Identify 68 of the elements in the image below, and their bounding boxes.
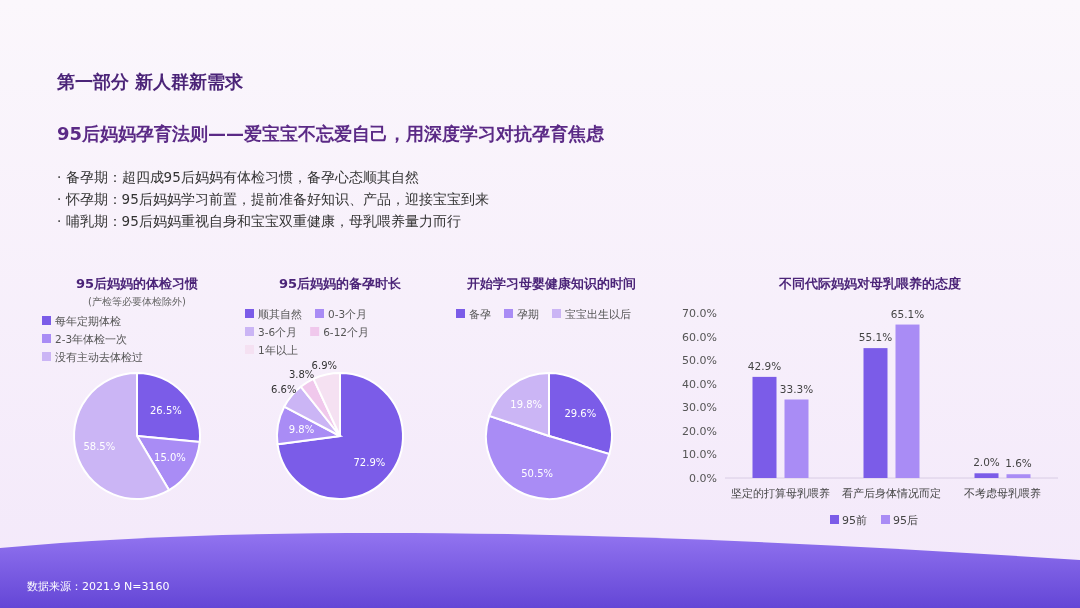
x-tick-label: 看产后身体情况而定 [842,487,941,500]
data-label: 6.6% [271,384,297,396]
legend-label: 顺其自然 [258,308,302,320]
y-tick-label: 70.0% [682,307,717,320]
legend-label: 宝宝出生以后 [565,308,631,320]
legend-item: 每年定期体检 [42,315,121,327]
data-label: 19.8% [510,399,543,411]
data-label: 50.5% [521,468,554,480]
bar [863,348,888,478]
legend-label: 0-3个月 [328,308,368,320]
data-label: 15.0% [154,451,186,463]
text: · 怀孕期：95后妈妈学习前置，提前准备好知识、产品，迎接宝宝到来 [57,191,489,207]
data-label: 65.1% [890,307,925,320]
bar [784,399,809,478]
chart-title: 不同代际妈妈对母乳喂养的态度 [778,276,961,291]
text: 第一部分 新人群新需求 [56,71,245,92]
data-label: 33.3% [779,382,814,395]
data-label: 29.6% [564,407,597,419]
y-tick-label: 0.0% [689,472,717,485]
legend-label: 95后 [893,514,918,527]
bar [974,473,999,478]
chart-subtitle: (产检等必要体检除外) [88,296,186,307]
data-label: 26.5% [150,404,182,416]
legend-item: 顺其自然 [245,308,302,320]
legend-item: 0-3个月 [315,308,368,320]
y-tick-label: 40.0% [682,377,717,391]
legend-label: 1年以上 [258,344,298,356]
y-tick-label: 20.0% [682,424,717,438]
bar [752,376,777,478]
data-label: 42.9% [747,359,782,372]
legend-label: 孕期 [517,308,539,320]
text: 95后妈妈孕育法则——爱宝宝不忘爱自己，用深度学习对抗孕育焦虑 [57,123,606,144]
chart-title: 95后妈妈的体检习惯 [75,276,199,291]
y-tick-label: 30.0% [682,401,717,415]
source-note: 数据来源：2021.9 N=3160 [27,580,170,593]
legend-label: 备孕 [469,308,491,320]
data-label: 1.6% [1005,457,1032,470]
data-label: 3.8% [288,368,315,380]
legend-item: 3-6个月 [245,326,298,338]
legend-label: 3-6个月 [258,326,298,338]
legend-label: 95前 [842,514,867,527]
legend-item: 备孕 [456,308,491,320]
legend-item: 没有主动去体检过 [42,351,143,363]
legend-label: 每年定期体检 [55,315,121,327]
data-label: 9.8% [288,424,315,436]
text: · 备孕期：超四成95后妈妈有体检习惯，备孕心态顺其自然 [57,169,419,185]
legend-item: 孕期 [504,308,539,320]
data-label: 58.5% [83,441,116,453]
legend-item: 2-3年体检一次 [42,333,128,345]
legend-label: 2-3年体检一次 [55,333,128,345]
chart-title: 开始学习母婴健康知识的时间 [465,276,636,291]
data-label: 6.9% [311,359,337,371]
x-tick-label: 坚定的打算母乳喂养 [731,487,830,500]
data-label: 2.0% [973,456,1000,469]
y-tick-label: 60.0% [682,330,717,344]
text: · 哺乳期：95后妈妈重视自身和宝宝双重健康，母乳喂养量力而行 [57,213,461,229]
bar [1006,474,1031,478]
legend-item: 6-12个月 [310,326,369,338]
y-tick-label: 10.0% [682,448,717,462]
data-label: 72.9% [353,456,386,468]
legend-label: 6-12个月 [323,326,369,338]
legend-item: 宝宝出生以后 [552,308,631,320]
chart-title: 95后妈妈的备孕时长 [278,276,403,291]
data-label: 55.1% [858,331,893,344]
y-tick-label: 50.0% [682,354,717,368]
legend-item: 1年以上 [245,344,298,356]
bar [895,324,920,478]
x-tick-label: 不考虑母乳喂养 [964,487,1041,500]
